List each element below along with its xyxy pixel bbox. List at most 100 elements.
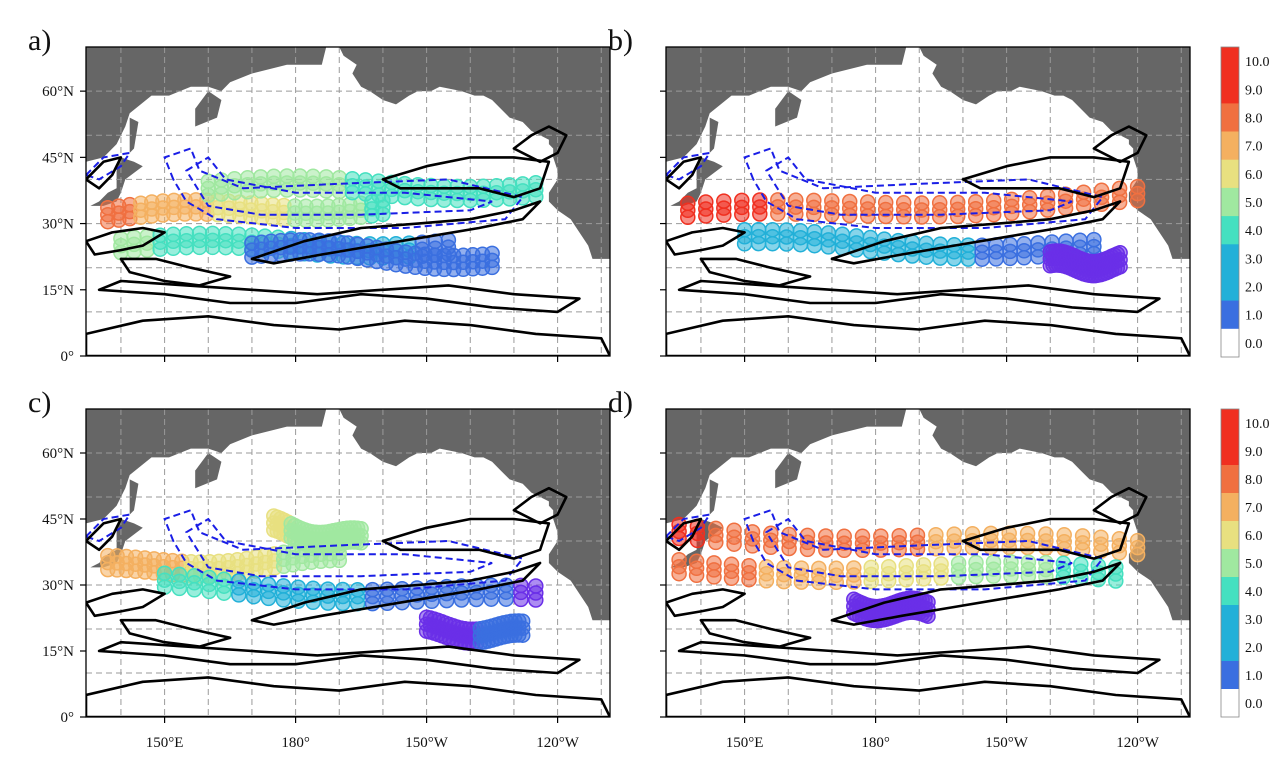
land-mass (339, 409, 610, 621)
colorbar-segment (1221, 549, 1239, 578)
map-content (86, 409, 610, 717)
contour-black (512, 486, 568, 525)
y-tick-label: 15°N (42, 283, 74, 299)
trajectory-marker (985, 568, 1002, 584)
trajectory-marker (726, 536, 742, 552)
trajectory-marker (736, 236, 753, 252)
trajectory-marker (204, 239, 221, 256)
trajectory-marker (213, 186, 230, 202)
trajectory-marker (216, 585, 232, 601)
trajectory-marker (698, 208, 714, 224)
map-content (666, 47, 1190, 356)
trajectory-marker (985, 206, 1002, 223)
colorbar-label: 6.0 (1245, 168, 1263, 183)
colorbar-label: 1.0 (1245, 669, 1263, 684)
contour-blue-dashed (666, 513, 712, 543)
land-mass (709, 479, 719, 515)
y-tick-label: 45°N (42, 150, 74, 166)
trajectory-marker (689, 532, 706, 549)
colorbar-label: 1.0 (1245, 309, 1263, 324)
trajectory-marker (778, 236, 795, 252)
colorbar-segment (1221, 521, 1239, 550)
colorbar-segment (1221, 465, 1239, 494)
colorbar-frame (1220, 46, 1240, 358)
contour-black (666, 676, 1190, 717)
trajectory-marker (895, 209, 912, 225)
colorbar-label: 5.0 (1245, 557, 1263, 572)
colorbar-segment (1221, 187, 1239, 217)
contour-black (830, 561, 1122, 626)
trajectory-marker (859, 208, 876, 224)
colorbar-segment (1221, 131, 1239, 161)
land-mass (1150, 214, 1177, 255)
panel-label-b: b) (608, 24, 633, 57)
contour-blue-dashed (666, 151, 712, 181)
contour-black (666, 588, 746, 618)
colorbar-segment (1221, 633, 1239, 662)
contour-blue-dashed (743, 147, 1105, 229)
trajectory-marker (898, 572, 914, 588)
contour-blue-dashed (743, 508, 1105, 591)
colorbar-label: 5.0 (1245, 196, 1263, 211)
y-tick-label: 45°N (42, 512, 74, 528)
colorbar-segment (1221, 216, 1239, 245)
panel-frame (85, 46, 611, 357)
contour-black (97, 279, 581, 314)
contour-black (961, 156, 1131, 199)
trajectory-marker (974, 251, 990, 267)
colorbar-segment (1221, 244, 1239, 273)
trajectory-marker (266, 182, 282, 199)
land-mass (90, 519, 143, 568)
land-mass (670, 157, 723, 206)
trajectory-marker (331, 552, 348, 569)
trajectory-marker (750, 235, 767, 252)
colorbar-label: 3.0 (1245, 252, 1263, 267)
trajectory-marker (275, 592, 292, 608)
panel-frame (665, 46, 1191, 357)
trajectory-marker (863, 573, 879, 590)
contour-black (961, 517, 1131, 560)
land-mass (666, 47, 907, 162)
y-tick-label: 0° (61, 710, 75, 726)
colorbar-label: 2.0 (1245, 641, 1263, 656)
panel-label-c: c) (28, 386, 51, 419)
colorbar-segment (1221, 689, 1239, 718)
trajectory-marker (680, 209, 696, 226)
colorbar-label: 9.0 (1245, 445, 1263, 460)
map-content (86, 47, 610, 356)
contour-black (119, 257, 232, 287)
trajectory-marker (200, 187, 217, 204)
trajectory-marker (165, 240, 182, 257)
x-tick-label: 150°E (726, 735, 764, 751)
colorbar-label: 6.0 (1245, 529, 1263, 544)
contour-black (119, 618, 232, 648)
trajectory-marker (383, 188, 400, 205)
colorbar-label: 10.0 (1245, 417, 1270, 432)
contour-blue-dashed (86, 151, 132, 181)
trajectory-marker (1003, 568, 1019, 584)
panel-label-a: a) (28, 24, 51, 57)
colorbar-label: 10.0 (1245, 55, 1270, 70)
trajectory-marker (178, 239, 195, 256)
colorbar-label: 7.0 (1245, 140, 1263, 155)
contour-black (86, 315, 610, 356)
contour-blue-dashed (86, 513, 132, 543)
contour-black (86, 156, 123, 190)
trajectory-marker (708, 534, 724, 551)
trajectory-marker (734, 206, 750, 223)
colorbar-segment (1221, 272, 1239, 302)
contour-black (512, 125, 568, 164)
colorbar-label: 4.0 (1245, 585, 1263, 600)
contour-black (97, 640, 581, 675)
trajectory-marker (239, 184, 256, 200)
panel-c: 0° 15°N 30°N 45°N 60°N 150°E 180° 150°W 120°W (42, 408, 611, 751)
trajectory-marker (792, 236, 809, 253)
trajectory-marker (468, 591, 485, 608)
land-mass (1150, 576, 1177, 616)
colorbar-top: 10.0 9.0 8.0 7.0 6.0 5.0 4.0 3.0 2.0 1.0 0.0 (1220, 46, 1270, 358)
trajectory-marker (950, 569, 967, 585)
land-mass (709, 117, 719, 153)
trajectory-marker (318, 183, 334, 199)
trajectory-marker (498, 591, 514, 607)
land-mass (86, 47, 327, 162)
